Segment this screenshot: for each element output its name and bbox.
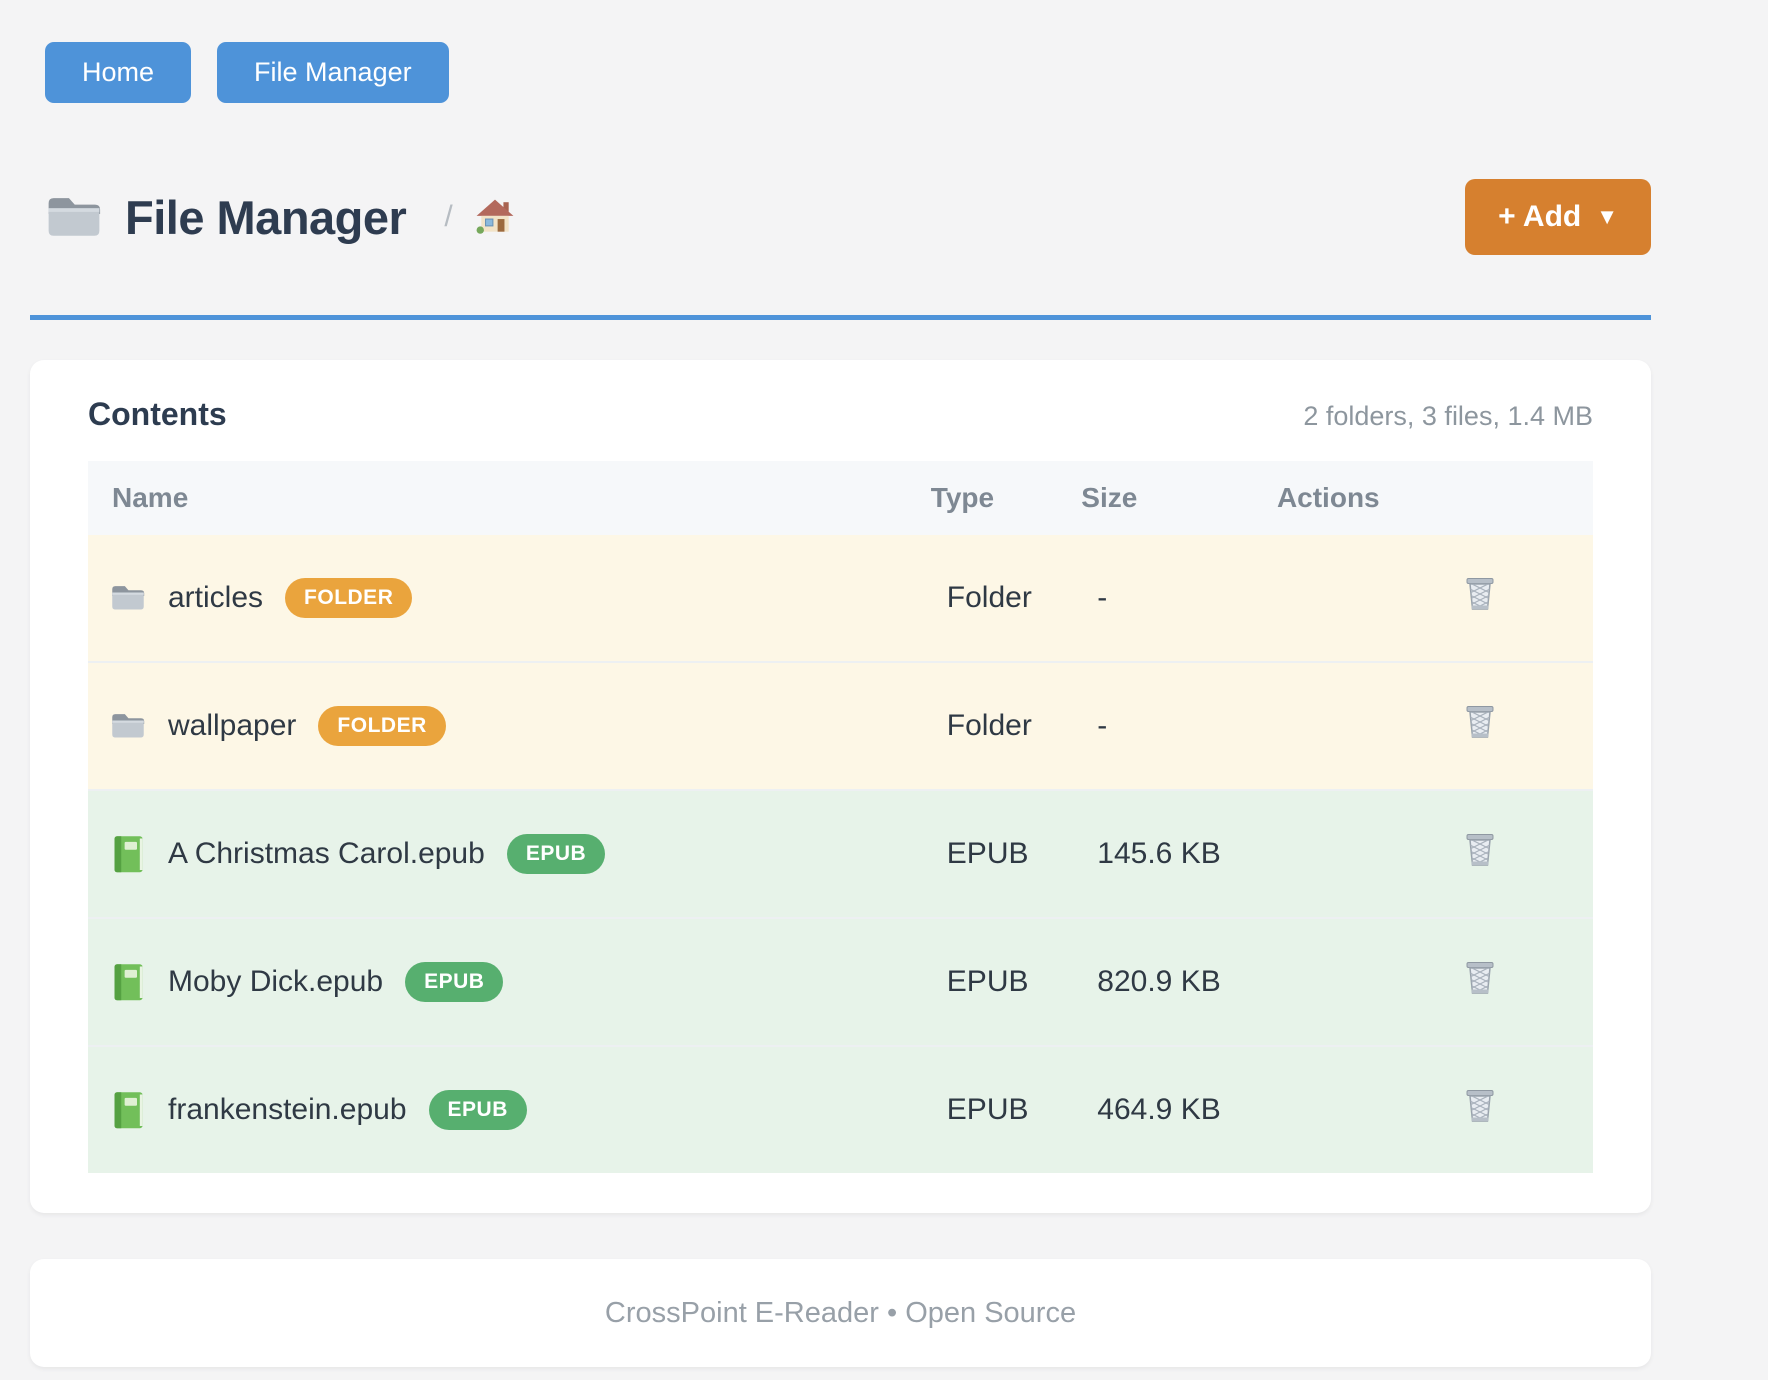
trash-icon[interactable] [1463,831,1497,869]
folder-icon [110,583,146,613]
file-name[interactable]: frankenstein.epub [168,1093,407,1126]
trash-icon[interactable] [1463,703,1497,741]
header-divider [30,315,1651,320]
nav-file-manager-button[interactable]: File Manager [217,42,449,103]
book-icon [110,1090,146,1131]
file-name[interactable]: articles [168,581,264,614]
table-row[interactable]: frankenstein.epub EPUB EPUB 464.9 KB [88,1045,1593,1173]
trash-icon[interactable] [1463,1087,1497,1125]
footer-card: CrossPoint E-Reader • Open Source [30,1259,1651,1367]
file-name[interactable]: Moby Dick.epub [168,965,384,998]
size-cell: - [1097,581,1108,614]
file-table-header: Name Type Size Actions [88,461,1593,535]
title-group: File Manager / [45,190,515,245]
type-cell: Folder [930,661,1082,790]
folder-icon [110,711,146,741]
top-nav: Home File Manager [45,0,1651,103]
nav-home-button[interactable]: Home [45,42,192,103]
column-header-type: Type [930,482,995,513]
breadcrumb-separator: / [444,200,453,233]
book-icon [110,962,146,1003]
add-button[interactable]: + Add ▼ [1465,179,1651,255]
type-badge: EPUB [428,1090,527,1130]
caret-down-icon: ▼ [1596,204,1618,229]
column-header-size: Size [1081,482,1138,513]
page-header: File Manager / + Add ▼ [45,179,1651,255]
folder-icon [45,193,103,241]
type-badge: FOLDER [285,578,413,618]
contents-card: Contents 2 folders, 3 files, 1.4 MB Name… [30,360,1651,1213]
contents-card-header: Contents 2 folders, 3 files, 1.4 MB [88,396,1593,433]
type-badge: EPUB [405,962,504,1002]
table-row[interactable]: Moby Dick.epub EPUB EPUB 820.9 KB [88,917,1593,1046]
size-cell: 820.9 KB [1081,917,1277,1046]
type-badge: FOLDER [318,706,446,746]
file-name[interactable]: wallpaper [168,709,297,742]
type-badge: EPUB [506,834,606,874]
book-icon [110,834,146,875]
column-header-name: Name [112,482,189,513]
table-row[interactable]: wallpaper FOLDER Folder - [88,661,1593,790]
house-icon[interactable] [475,198,515,236]
type-cell: EPUB [930,789,1082,918]
type-cell: Folder [946,581,1032,614]
type-cell: EPUB [930,917,1082,1046]
size-cell: 145.6 KB [1081,789,1277,918]
page: Home File Manager File Manager / [30,0,1651,1367]
size-cell: - [1081,661,1277,790]
table-row[interactable]: articles FOLDER Folder - [88,535,1593,662]
contents-title: Contents [88,396,227,432]
page-title: File Manager [125,190,407,244]
contents-summary: 2 folders, 3 files, 1.4 MB [1303,401,1593,431]
file-name[interactable]: A Christmas Carol.epub [168,837,485,870]
trash-icon[interactable] [1463,575,1497,613]
add-button-label: + Add [1498,200,1582,233]
size-cell: 464.9 KB [1081,1045,1277,1173]
column-header-actions: Actions [1276,482,1380,513]
trash-icon[interactable] [1463,959,1497,997]
footer-text: CrossPoint E-Reader • Open Source [604,1296,1077,1329]
file-table: Name Type Size Actions articles FOLDER Fol… [88,461,1593,1173]
table-row[interactable]: A Christmas Carol.epub EPUB EPUB 145.6 KB [88,789,1593,918]
type-cell: EPUB [930,1045,1082,1173]
